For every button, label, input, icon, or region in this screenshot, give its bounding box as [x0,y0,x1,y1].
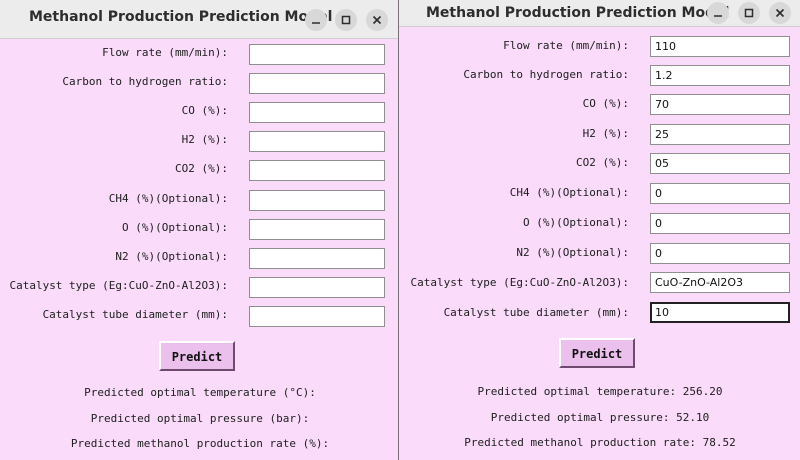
ch4-input[interactable] [650,183,790,204]
minimize-button[interactable] [707,2,729,24]
predicted-pressure: Predicted optimal pressure (bar): [90,412,310,425]
ch4-label: CH4 (%)(Optional): [108,192,228,205]
predicted-temperature: Predicted optimal temperature (°C): [84,386,316,399]
predict-button[interactable]: Predict [159,341,235,371]
title-bar: Methanol Production Prediction Model [0,0,400,39]
oxygen-input[interactable] [249,219,385,240]
catalyst-type-input[interactable] [650,272,790,293]
catalyst-tube-diameter-input[interactable] [650,302,790,323]
carbon-hydrogen-ratio-input[interactable] [650,65,790,86]
catalyst-tube-diameter-input[interactable] [249,306,385,327]
catalyst-type-label: Catalyst type (Eg:CuO-ZnO-Al2O3): [410,276,629,289]
flow-rate-label: Flow rate (mm/min): [102,46,228,59]
co-label: CO (%): [582,97,629,110]
oxygen-input[interactable] [650,213,790,234]
predicted-temperature: Predicted optimal temperature: 256.20 [477,385,723,398]
catalyst-type-label: Catalyst type (Eg:CuO-ZnO-Al2O3): [9,279,228,292]
co2-input[interactable] [650,153,790,174]
n2-label: N2 (%)(Optional): [115,250,228,263]
minimize-icon [312,22,320,24]
predicted-pressure: Predicted optimal pressure: 52.10 [490,411,710,424]
catalyst-tube-diameter-label: Catalyst tube diameter (mm): [42,308,228,321]
maximize-icon [341,15,351,25]
close-button[interactable] [769,2,791,24]
carbon-hydrogen-ratio-label: Carbon to hydrogen ratio: [463,68,629,81]
ch4-label: CH4 (%)(Optional): [509,186,629,199]
predict-button[interactable]: Predict [559,338,635,368]
oxygen-label: O (%)(Optional): [523,216,629,229]
carbon-hydrogen-ratio-label: Carbon to hydrogen ratio: [62,75,228,88]
co-label: CO (%): [181,104,228,117]
close-button[interactable] [366,9,388,31]
n2-label: N2 (%)(Optional): [516,246,629,259]
co-input[interactable] [650,94,790,115]
left-window: Methanol Production Prediction Model Flo… [0,0,400,460]
minimize-icon [714,15,722,17]
catalyst-tube-diameter-label: Catalyst tube diameter (mm): [443,306,629,319]
predicted-production-rate: Predicted methanol production rate (%): [70,437,330,450]
minimize-button[interactable] [305,9,327,31]
h2-input[interactable] [249,131,385,152]
title-bar: Methanol Production Prediction Model [399,0,800,27]
h2-input[interactable] [650,124,790,145]
carbon-hydrogen-ratio-input[interactable] [249,73,385,94]
h2-label: H2 (%): [181,133,228,146]
ch4-input[interactable] [249,190,385,211]
co2-input[interactable] [249,160,385,181]
oxygen-label: O (%)(Optional): [122,221,228,234]
co2-label: CO2 (%): [576,156,629,169]
flow-rate-input[interactable] [249,44,385,65]
catalyst-type-input[interactable] [249,277,385,298]
maximize-button[interactable] [738,2,760,24]
maximize-button[interactable] [335,9,357,31]
close-icon [775,8,785,18]
h2-label: H2 (%): [582,127,629,140]
n2-input[interactable] [650,243,790,264]
maximize-icon [744,8,754,18]
flow-rate-input[interactable] [650,36,790,57]
close-icon [372,15,382,25]
predicted-production-rate: Predicted methanol production rate: 78.5… [464,436,736,449]
window-title: Methanol Production Prediction Model [29,9,333,25]
right-window: Methanol Production Prediction Model Flo… [398,0,800,460]
flow-rate-label: Flow rate (mm/min): [503,39,629,52]
n2-input[interactable] [249,248,385,269]
co2-label: CO2 (%): [175,162,228,175]
co-input[interactable] [249,102,385,123]
window-title: Methanol Production Prediction Model [426,5,730,21]
